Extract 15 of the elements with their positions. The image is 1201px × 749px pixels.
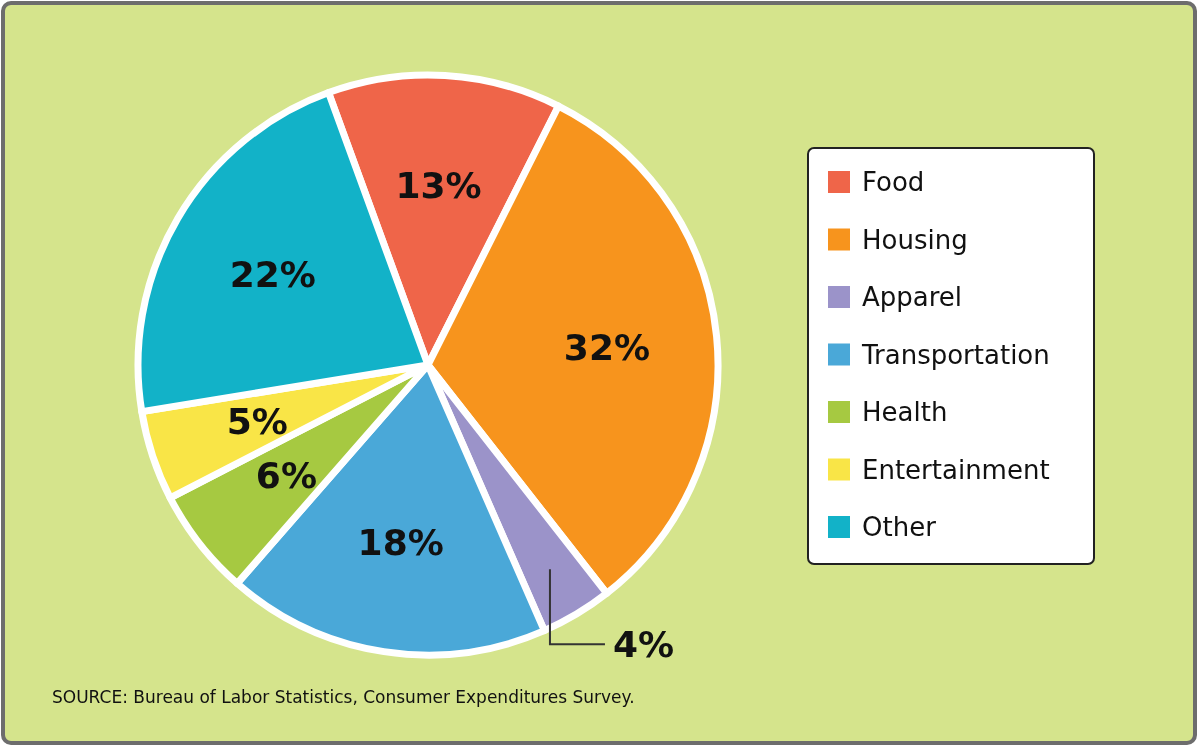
legend-label: Health xyxy=(862,397,948,428)
legend-label: Transportation xyxy=(861,339,1050,370)
data-label: 6% xyxy=(255,455,317,497)
legend-label: Apparel xyxy=(862,282,963,313)
legend-label: Entertainment xyxy=(862,454,1050,485)
data-label: 5% xyxy=(226,400,288,442)
source-note: SOURCE: Bureau of Labor Statistics, Consumer Expenditures Survey. xyxy=(52,687,635,707)
data-label: 32% xyxy=(563,326,651,368)
legend-label: Housing xyxy=(862,224,968,255)
data-label: 13% xyxy=(395,165,482,207)
data-label: 4% xyxy=(612,623,675,665)
legend-label: Food xyxy=(862,167,925,198)
data-label: 18% xyxy=(357,522,444,564)
data-label: 22% xyxy=(229,253,316,295)
legend-label: Other xyxy=(862,512,937,543)
